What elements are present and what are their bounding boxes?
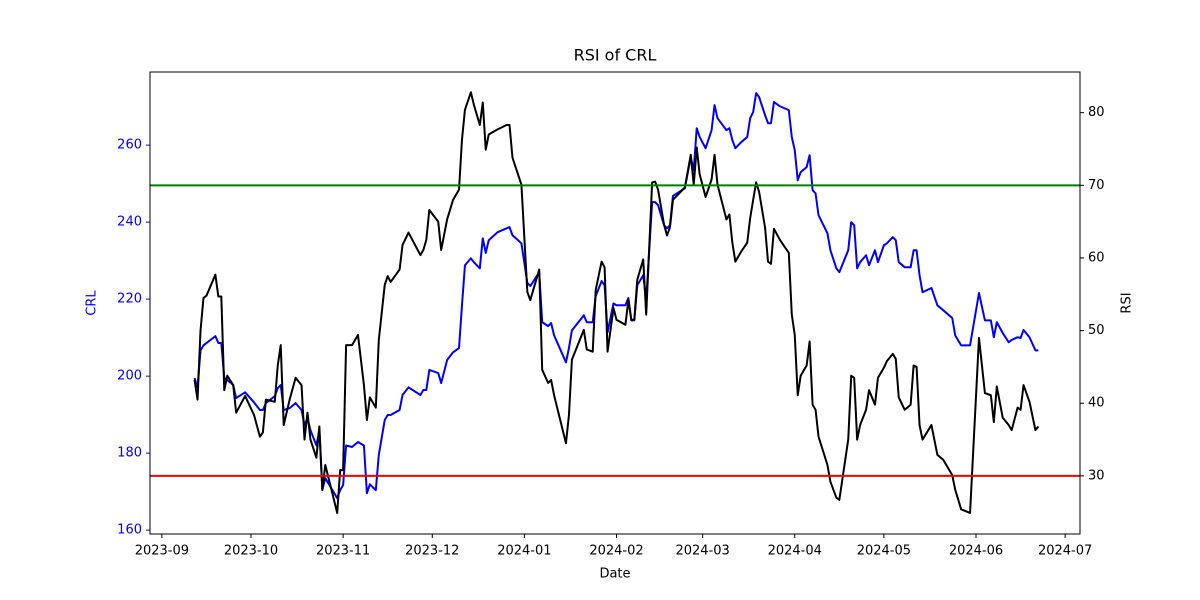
- y2-axis-label: RSI: [1120, 292, 1135, 313]
- y-tick-label: 200: [117, 369, 142, 384]
- y-tick-label: 180: [117, 446, 142, 461]
- x-tick-label: 2024-06: [949, 544, 1003, 559]
- x-tick-label: 2023-09: [135, 544, 189, 559]
- x-tick-label: 2024-04: [768, 544, 822, 559]
- x-tick-label: 2023-12: [405, 544, 459, 559]
- x-tick-label: 2024-07: [1038, 544, 1092, 559]
- x-tick-label: 2024-01: [497, 544, 551, 559]
- y-tick-label: 240: [117, 215, 142, 230]
- y-axis-label: CRL: [85, 290, 100, 316]
- y2-tick-label: 70: [1088, 178, 1105, 193]
- y2-tick-label: 50: [1088, 323, 1105, 338]
- chart-title: RSI of CRL: [574, 46, 657, 65]
- x-axis-label: Date: [599, 567, 630, 582]
- y2-tick-label: 60: [1088, 250, 1105, 265]
- y2-tick-label: 80: [1088, 105, 1105, 120]
- plot-frame: [149, 71, 1081, 535]
- y-tick-label: 260: [117, 138, 142, 153]
- x-tick-label: 2024-05: [857, 544, 911, 559]
- series-line: [193, 91, 1040, 514]
- y-tick-label: 160: [117, 523, 142, 538]
- series-line: [193, 92, 1039, 500]
- x-tick-label: 2023-11: [316, 544, 370, 559]
- y2-tick-label: 40: [1088, 396, 1105, 411]
- x-tick-label: 2024-03: [675, 544, 729, 559]
- x-tick-label: 2023-10: [224, 544, 278, 559]
- y2-tick-label: 30: [1088, 468, 1105, 483]
- y-tick-label: 220: [117, 292, 142, 307]
- x-tick-label: 2024-02: [589, 544, 643, 559]
